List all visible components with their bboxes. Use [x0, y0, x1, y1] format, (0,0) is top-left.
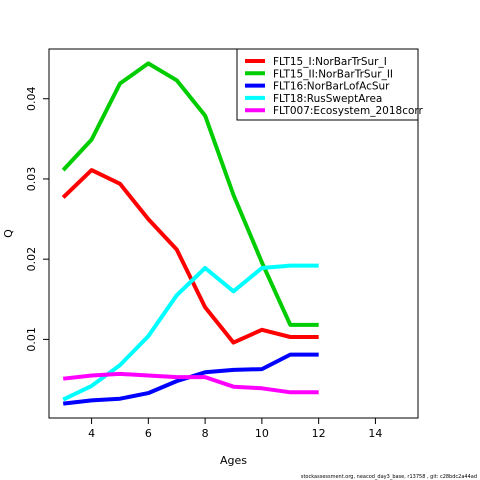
legend-label-2: FLT15_II:NorBarTrSur_II — [273, 68, 393, 80]
footer-text: stockassessment.org, neacod_day3_base, r… — [301, 474, 477, 480]
legend-label-1: FLT15_I:NorBarTrSur_I — [273, 56, 387, 68]
x-tick-label: 14 — [368, 427, 382, 440]
legend-box — [236, 48, 419, 121]
x-tick-label: 8 — [202, 427, 209, 440]
y-tick-label: 0.03 — [25, 167, 38, 192]
plot-frame — [48, 48, 419, 419]
x-tick-label: 10 — [255, 427, 269, 440]
legend-label-5: FLT007:Ecosystem_2018corr — [273, 105, 424, 117]
y-axis-title: Q — [2, 229, 15, 238]
legend: FLT15_I:NorBarTrSur_IFLT15_II:NorBarTrSu… — [236, 48, 424, 121]
y-tick-label: 0.01 — [25, 327, 38, 352]
y-tick-label: 0.02 — [25, 247, 38, 272]
x-tick-label: 12 — [312, 427, 326, 440]
legend-label-4: FLT18:RusSweptArea — [273, 93, 382, 105]
series-line-1 — [61, 168, 319, 345]
series-lines — [61, 61, 319, 406]
series-line-5 — [62, 371, 319, 395]
x-tick-label: 4 — [88, 427, 95, 440]
y-axis: 0.01 0.02 0.03 0.04 — [25, 86, 49, 352]
legend-label-3: FLT16:NorBarLofAcSur — [273, 81, 390, 93]
x-axis-title: Ages — [220, 454, 247, 467]
series-line-2 — [61, 61, 319, 327]
y-tick-label: 0.04 — [25, 86, 38, 111]
x-axis: 4 6 8 10 12 14 — [88, 418, 382, 440]
x-tick-label: 6 — [145, 427, 152, 440]
